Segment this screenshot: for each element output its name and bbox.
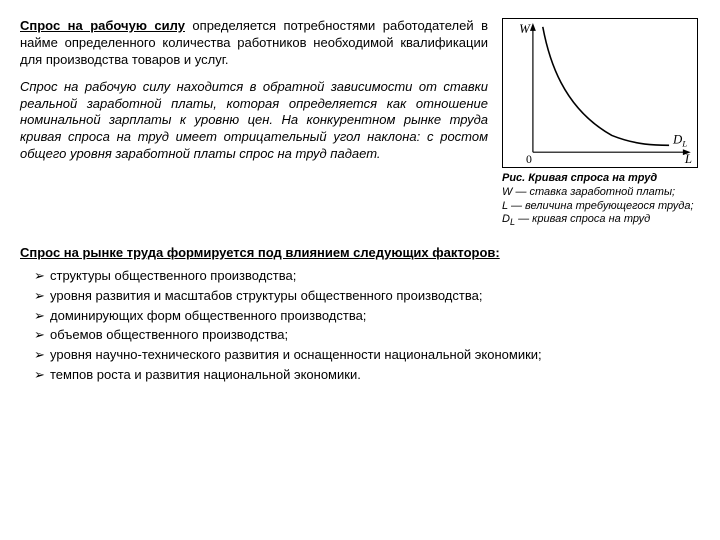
definition-lead: Спрос на рабочую силу: [20, 18, 185, 33]
definition-paragraph: Спрос на рабочую силу определяется потре…: [20, 18, 488, 69]
factors-list: структуры общественного производства; ур…: [20, 268, 700, 384]
list-item: темпов роста и развития национальной эко…: [34, 367, 700, 384]
curve-label: DL: [672, 132, 687, 148]
y-axis-label: W: [519, 22, 531, 36]
factors-heading: Спрос на рынке труда формируется под вли…: [20, 245, 700, 262]
list-item: доминирующих форм общественного производ…: [34, 308, 700, 325]
x-axis-label: L: [684, 152, 692, 166]
explanation-paragraph: Спрос на рабочую силу находится в обратн…: [20, 79, 488, 163]
y-axis-arrow-icon: [530, 23, 536, 31]
list-item: уровня научно-технического развития и ос…: [34, 347, 700, 364]
list-item: уровня развития и масштабов структуры об…: [34, 288, 700, 305]
top-row: Спрос на рабочую силу определяется потре…: [20, 18, 700, 229]
list-item: структуры общественного производства;: [34, 268, 700, 285]
list-item: объемов общественного производства;: [34, 327, 700, 344]
text-column: Спрос на рабочую силу определяется потре…: [20, 18, 488, 229]
caption-legend-l: L — величина требующегося труда;: [502, 200, 700, 214]
demand-curve-chart: W 0 DL L: [502, 18, 698, 168]
demand-curve: [543, 27, 669, 145]
origin-label: 0: [526, 152, 532, 166]
caption-title: Рис. Кривая спроса на труд: [502, 172, 700, 186]
caption-legend-w: W — ставка заработной платы;: [502, 186, 700, 200]
caption-legend-d: DL — кривая спроса на труд: [502, 213, 700, 229]
chart-caption: Рис. Кривая спроса на труд W — ставка за…: [502, 172, 700, 229]
chart-svg: W 0 DL L: [503, 19, 697, 167]
chart-column: W 0 DL L Рис. Кривая спроса на труд W — …: [502, 18, 700, 229]
